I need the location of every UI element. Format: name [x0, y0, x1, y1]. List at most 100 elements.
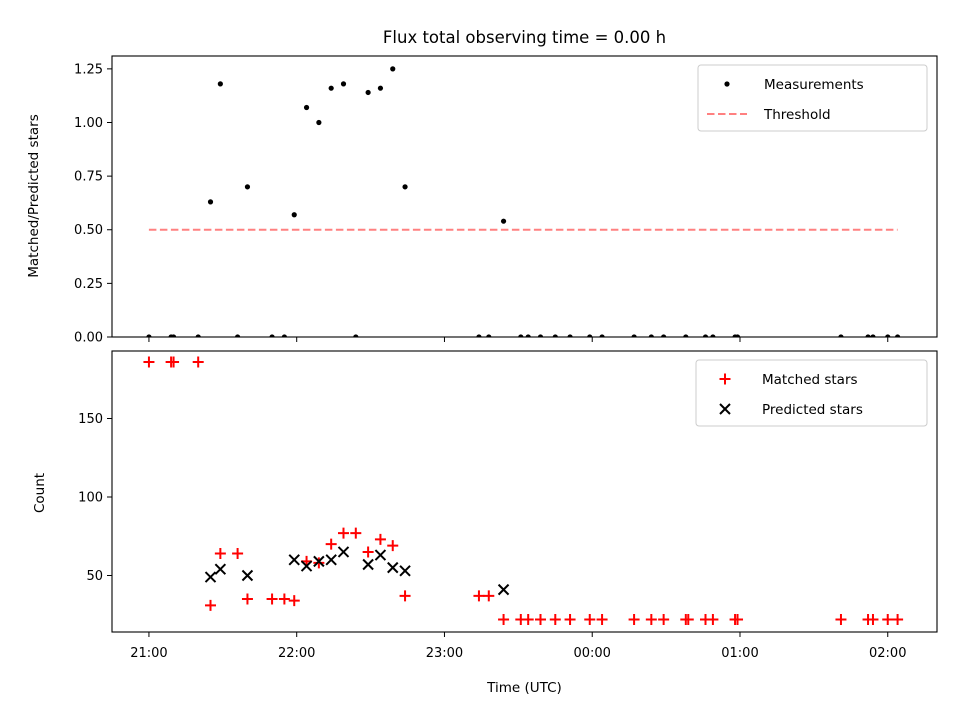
- measurement-point: [244, 184, 251, 190]
- top-data-layer: [146, 66, 901, 337]
- matched-star-marker: [882, 613, 894, 625]
- matched-star-marker: [143, 356, 155, 368]
- matched-star-marker: [658, 613, 670, 625]
- predicted-star-marker: [288, 554, 300, 566]
- matched-star-marker: [232, 548, 244, 560]
- top-y-tick-label: 1.00: [74, 116, 103, 131]
- measurement-point: [217, 81, 223, 87]
- bottom-series-predicted-stars: [204, 546, 510, 596]
- matched-star-marker: [192, 356, 204, 368]
- measurement-point: [894, 334, 901, 337]
- bottom-x-tick-label: 23:00: [426, 646, 463, 661]
- legend-label: Threshold: [763, 107, 831, 123]
- top-plot: 0.00 0.25 0.50 0.75 1.00 1.25 Measurements Thre…: [74, 55, 938, 346]
- matched-star-marker: [682, 613, 694, 625]
- bottom-y-tick-label: 150: [78, 412, 103, 427]
- predicted-star-marker: [313, 555, 325, 568]
- legend-marker-dot: [724, 81, 730, 87]
- measurement-point: [234, 334, 241, 337]
- measurement-point: [870, 334, 876, 337]
- matched-star-marker: [549, 613, 561, 625]
- measurement-point: [170, 334, 177, 337]
- measurement-point: [683, 334, 689, 337]
- measurement-point: [885, 334, 891, 337]
- top-axes-frame: [111, 55, 938, 338]
- top-y-tick-label: 1.25: [74, 62, 103, 77]
- matched-star-marker: [362, 546, 374, 558]
- predicted-star-marker: [337, 546, 350, 558]
- matched-star-marker: [522, 613, 534, 625]
- matched-star-marker: [205, 599, 217, 611]
- top-chart-title: Flux total observing time = 0.00 h: [383, 28, 666, 47]
- measurement-point: [710, 334, 716, 337]
- bottom-x-tick-label: 21:00: [130, 646, 167, 661]
- matched-star-marker: [473, 590, 485, 602]
- matched-star-marker: [387, 540, 399, 552]
- matched-star-marker: [374, 533, 386, 545]
- legend-label: Matched stars: [762, 372, 858, 388]
- predicted-star-marker: [214, 563, 227, 575]
- bottom-data-layer: [143, 356, 904, 625]
- matched-star-marker: [498, 613, 510, 625]
- bottom-y-tick-label: 100: [78, 490, 103, 505]
- matched-star-marker: [313, 557, 325, 569]
- measurement-point: [500, 218, 507, 224]
- measurement-point: [587, 334, 593, 337]
- measurement-point: [291, 212, 297, 218]
- matched-star-marker: [266, 593, 278, 605]
- measurement-point: [525, 334, 531, 337]
- predicted-star-marker: [374, 549, 387, 561]
- measurement-point: [303, 104, 310, 111]
- measurement-point: [207, 199, 214, 205]
- top-y-tick-label: 0.00: [74, 331, 103, 346]
- top-y-tick-label: 0.50: [74, 223, 103, 238]
- measurement-point: [865, 334, 871, 337]
- predicted-star-marker: [204, 571, 217, 583]
- bottom-y-tick-label: 50: [86, 569, 103, 584]
- matched-star-marker: [483, 590, 495, 602]
- measurement-point: [353, 334, 359, 337]
- measurement-point: [195, 334, 201, 337]
- measurement-point: [552, 334, 558, 337]
- measurement-point: [390, 66, 396, 72]
- matched-star-marker: [645, 613, 657, 625]
- bottom-axes-frame: [111, 350, 938, 633]
- measurement-point: [838, 334, 844, 337]
- top-y-axis-label: Matched/Predicted stars: [26, 114, 42, 277]
- predicted-star-marker: [497, 583, 510, 596]
- measurement-point: [476, 334, 482, 337]
- matched-star-marker: [399, 590, 411, 602]
- matched-star-marker: [732, 613, 744, 625]
- bottom-x-tick-label: 22:00: [278, 646, 315, 661]
- measurement-point: [661, 334, 667, 337]
- measurement-point: [340, 81, 347, 87]
- measurement-point: [537, 334, 544, 337]
- legend-box: [697, 64, 928, 132]
- predicted-star-marker: [325, 554, 337, 566]
- matched-star-marker: [535, 613, 547, 625]
- measurement-point: [631, 334, 637, 337]
- measurement-point: [567, 334, 573, 337]
- matched-star-marker: [168, 356, 180, 368]
- bottom-x-tick-label: 01:00: [721, 646, 758, 661]
- matched-star-marker: [584, 613, 596, 625]
- bottom-y-axis-label: Count: [32, 473, 48, 513]
- legend-box: [695, 359, 928, 427]
- bottom-x-tick-label: 00:00: [573, 646, 610, 661]
- measurement-point: [316, 119, 322, 126]
- matched-star-marker: [628, 613, 640, 625]
- measurement-point: [281, 334, 287, 337]
- measurement-point: [328, 85, 334, 91]
- matched-star-marker: [337, 527, 349, 539]
- matched-star-marker: [325, 538, 337, 550]
- top-legend: Measurements Threshold: [697, 64, 928, 132]
- legend-label: Measurements: [764, 77, 864, 93]
- matched-star-marker: [214, 548, 226, 560]
- measurement-point: [599, 334, 605, 337]
- predicted-star-marker: [362, 558, 374, 571]
- top-series-measurements: [146, 66, 901, 337]
- matched-star-marker: [835, 613, 847, 625]
- measurement-point: [734, 334, 741, 337]
- predicted-star-marker: [399, 565, 411, 577]
